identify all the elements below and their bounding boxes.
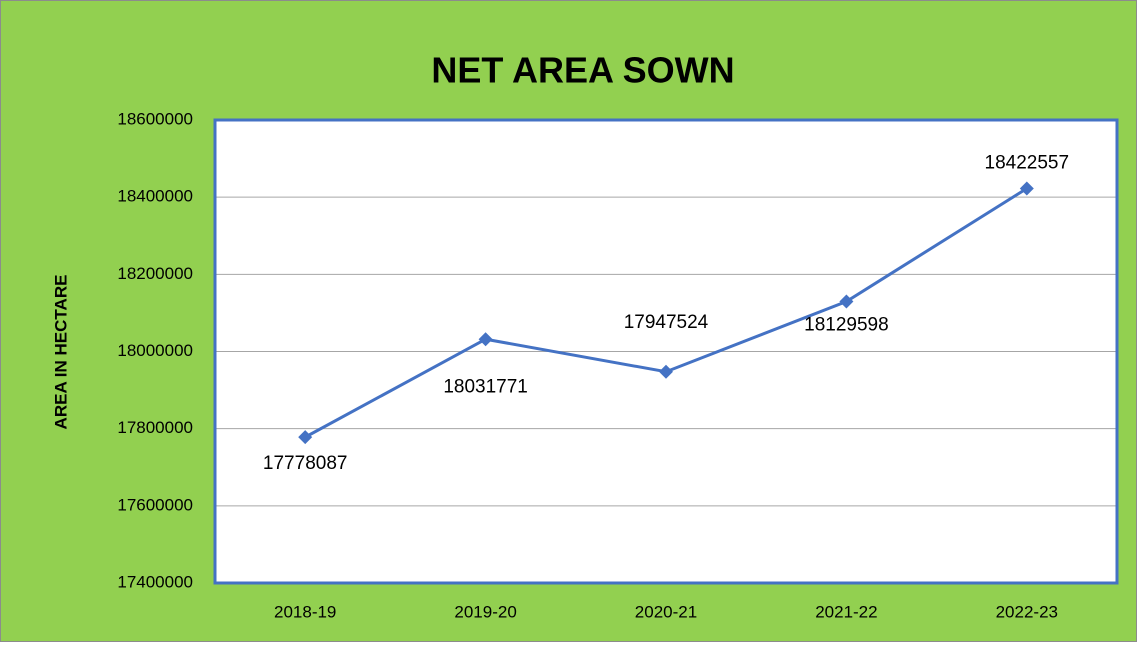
y-tick-label: 18000000: [117, 341, 193, 360]
x-tick-label: 2021-22: [815, 602, 877, 621]
x-tick-label: 2022-23: [996, 602, 1058, 621]
data-point: [659, 364, 673, 379]
y-axis-label: AREA IN HECTARE: [51, 275, 70, 430]
data-point: [478, 332, 493, 347]
data-point: [1019, 181, 1034, 196]
plot-border: [213, 118, 1119, 585]
chart-title: NET AREA SOWN: [431, 50, 734, 91]
data-label: 18422557: [985, 152, 1070, 173]
y-tick-label: 18600000: [117, 109, 193, 128]
data-label: 18129598: [804, 315, 889, 336]
x-tick-label: 2020-21: [635, 602, 697, 621]
data-label: 17778087: [263, 453, 348, 474]
y-tick-label: 17800000: [117, 418, 193, 437]
y-tick-label: 18200000: [117, 264, 193, 283]
x-tick-label: 2018-19: [274, 602, 336, 621]
y-tick-label: 17400000: [117, 572, 193, 591]
data-point: [839, 294, 854, 309]
y-tick-label: 18400000: [117, 187, 193, 206]
x-tick-label: 2019-20: [454, 602, 516, 621]
data-point: [298, 430, 313, 445]
data-label: 17947524: [624, 312, 709, 333]
data-label: 18031771: [443, 376, 528, 397]
y-tick-label: 17600000: [117, 495, 193, 514]
